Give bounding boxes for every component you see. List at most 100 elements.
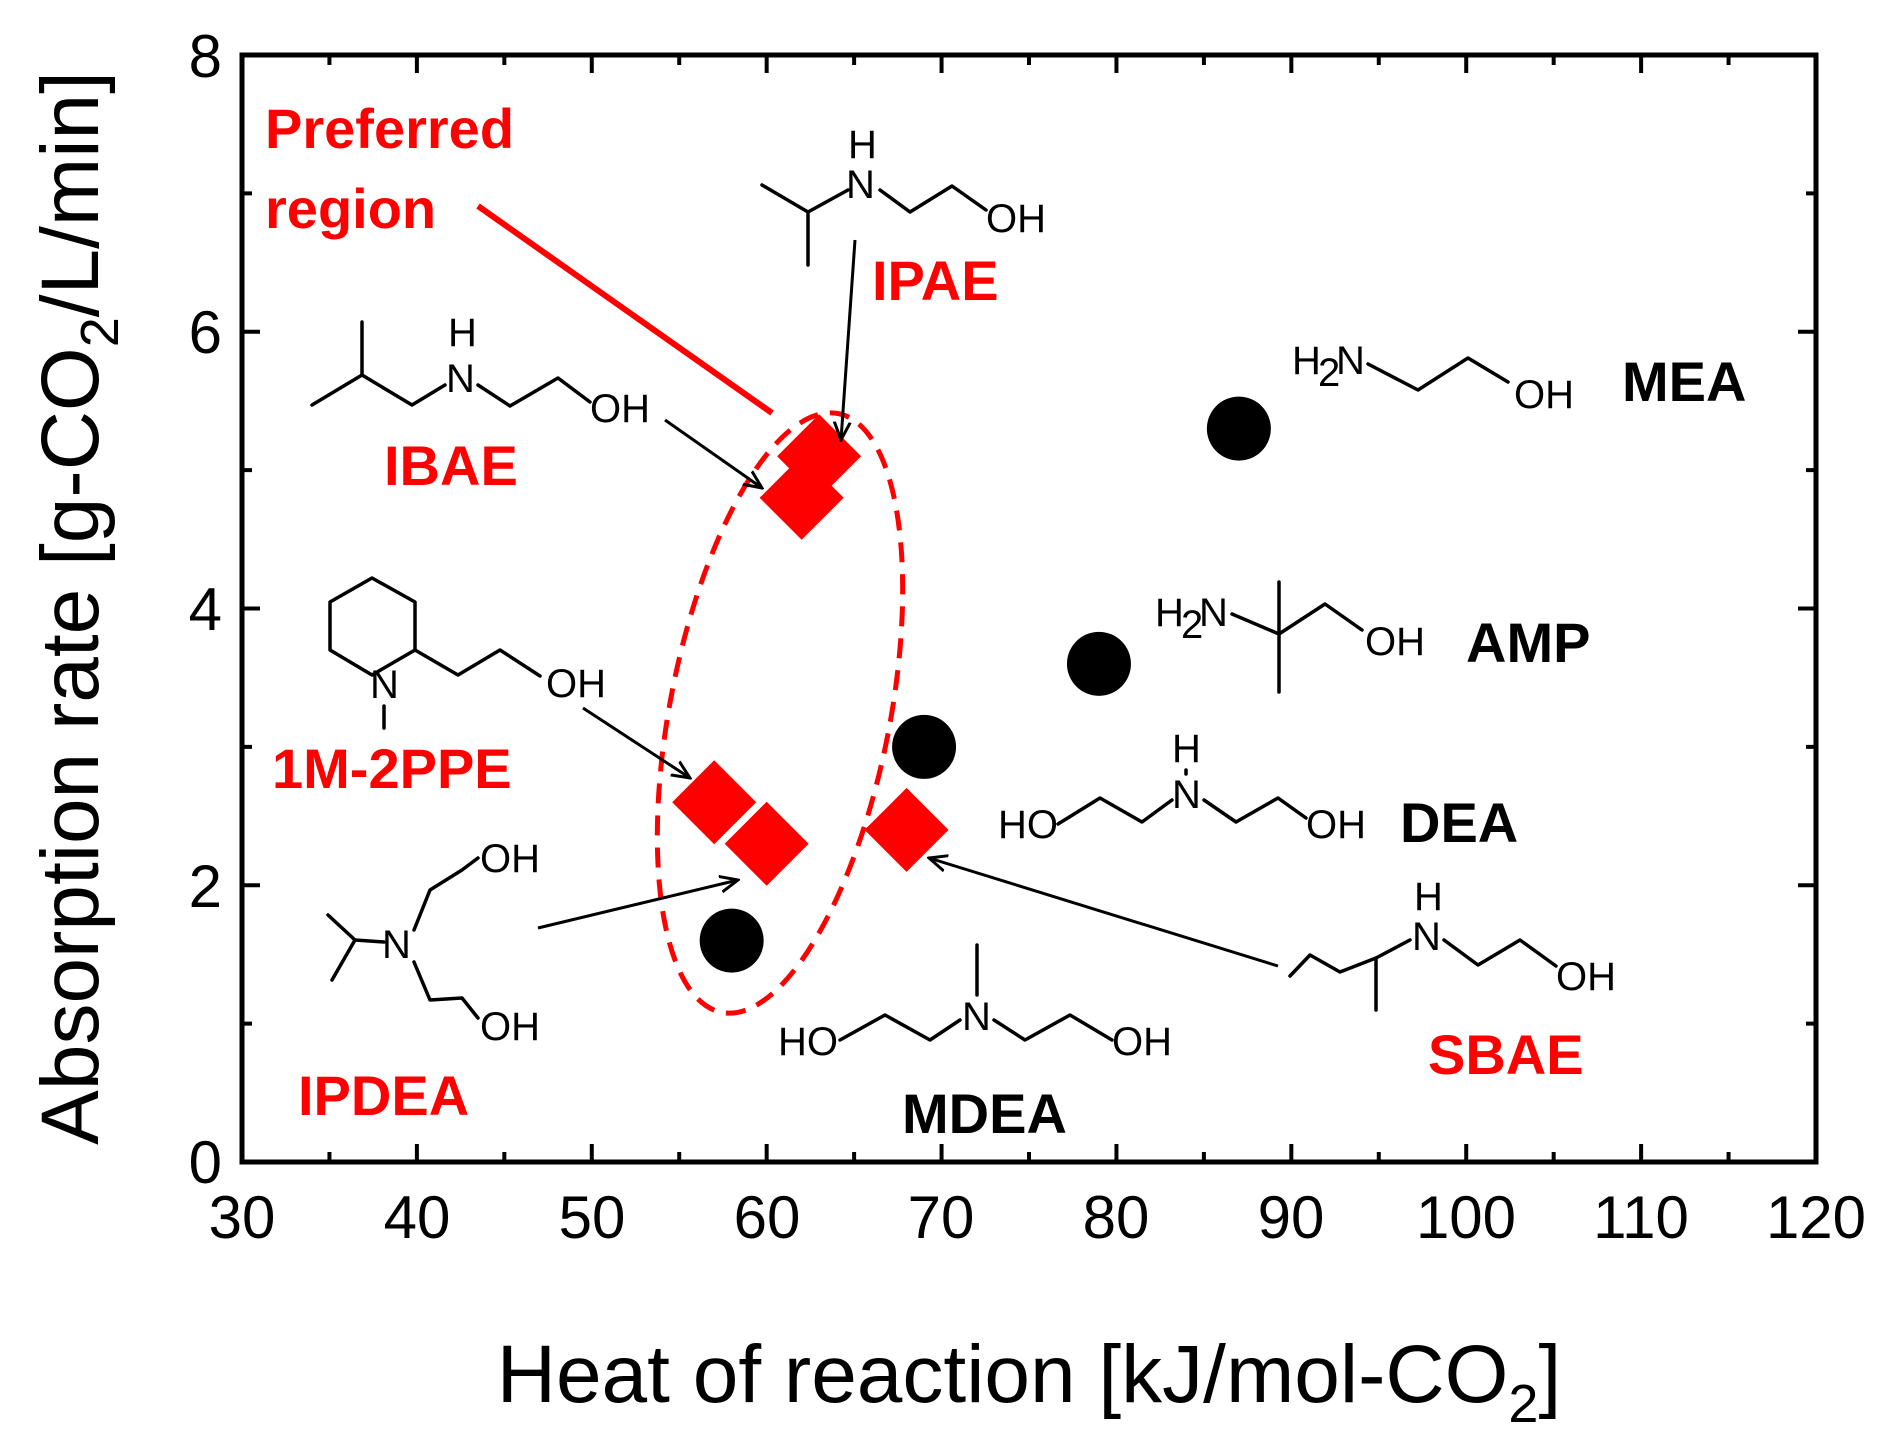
ipdea-arm-down (412, 960, 480, 1020)
ibae-oh: OH (590, 387, 650, 431)
1m-2ppe-ring (328, 576, 417, 677)
ibae-h: H (448, 311, 477, 355)
x-axis-title: Heat of reaction [kJ/mol-CO2] (497, 1329, 1562, 1434)
mea-amine-n: N (1336, 339, 1365, 383)
ipdea-methyl (330, 938, 357, 982)
ipdea-point (724, 801, 809, 886)
dea-n: N (1172, 773, 1201, 817)
x-tick-label: 50 (559, 1184, 626, 1251)
y-tick-label: 8 (189, 23, 222, 90)
structure-1m-2ppe: N OH (328, 576, 606, 730)
amp-oh: OH (1365, 620, 1425, 664)
ipae-chain (878, 184, 988, 214)
x-tick-label: 80 (1083, 1184, 1150, 1251)
ipdea-label: IPDEA (298, 1064, 469, 1127)
preferred-region: Preferred region (265, 97, 906, 1016)
y-tick-label: 0 (189, 1129, 222, 1196)
1m-2ppe-point (672, 760, 757, 845)
1m-2ppe-arrow (582, 706, 690, 778)
amp-amine-n: N (1199, 591, 1228, 635)
sbae-h: H (1414, 875, 1443, 919)
mea-point (1206, 396, 1271, 461)
1m-2ppe-oh: OH (546, 662, 606, 706)
ibae-chain-2 (476, 376, 592, 408)
ipae-h: H (848, 123, 877, 167)
preferred-region-ellipse (654, 410, 906, 1016)
x-tick-label: 30 (209, 1184, 276, 1251)
ipdea-isopropyl (326, 913, 386, 944)
structure-dea: HO N H OH (998, 727, 1366, 847)
preferred-region-label-line2: region (265, 177, 436, 240)
dea-point (892, 714, 957, 779)
ipdea-arm-up (412, 856, 480, 932)
y-tick-labels: 0 2 4 6 8 (189, 23, 222, 1196)
mdea-chain-right (992, 1013, 1114, 1042)
mea-amine-sub: 2 (1318, 351, 1340, 395)
amp-amine-h: H (1155, 591, 1184, 635)
ipdea-arrow (537, 880, 738, 930)
axis-ticks (240, 53, 1818, 1164)
amp-amine-sub: 2 (1181, 603, 1203, 647)
structure-ipae: N H OH (760, 123, 1046, 267)
ipdea-oh-top: OH (480, 837, 540, 881)
mea-label: MEA (1622, 350, 1746, 413)
mdea-chain-left (838, 1013, 962, 1042)
preferred-region-pointer (476, 203, 774, 416)
mea-oh: OH (1514, 373, 1574, 417)
sbae-label: SBAE (1428, 1023, 1584, 1086)
mea-chain (1366, 356, 1510, 392)
mdea-point (699, 908, 764, 973)
sbae-chain-2 (1442, 938, 1558, 968)
x-tick-label: 40 (384, 1184, 451, 1251)
x-tick-label: 110 (1593, 1184, 1689, 1251)
structure-sbae: N H OH (1288, 875, 1616, 1012)
mdea-label: MDEA (902, 1082, 1067, 1145)
structure-amp: H 2 N OH (1155, 580, 1425, 694)
y-tick-label: 4 (189, 576, 222, 643)
mea-amine-h: H (1292, 339, 1321, 383)
1m-2ppe-chain (413, 648, 542, 678)
y-tick-label: 2 (189, 853, 222, 920)
preferred-region-label-line1: Preferred (265, 97, 514, 160)
ibae-point (759, 455, 844, 540)
structure-ipdea: N OH OH (326, 837, 540, 1049)
amp-label: AMP (1466, 611, 1590, 674)
dea-label: DEA (1400, 791, 1518, 854)
amp-bond-1 (1230, 612, 1281, 636)
structure-mdea: HO N OH (778, 943, 1172, 1064)
y-tick-label: 6 (189, 299, 222, 366)
dea-ho: HO (998, 803, 1058, 847)
x-tick-label: 120 (1766, 1184, 1866, 1251)
amp-point (1066, 631, 1131, 696)
ipdea-n: N (382, 923, 411, 967)
1m-2ppe-n: N (370, 663, 399, 707)
data-markers (672, 396, 1271, 973)
sbae-point (864, 787, 949, 872)
ipdea-oh-bottom: OH (480, 1005, 540, 1049)
ipae-arrow (841, 239, 857, 440)
x-tick-labels: 30 40 50 60 70 80 90 100 110 120 (209, 1184, 1866, 1251)
sbae-n: N (1412, 915, 1441, 959)
arrows (537, 239, 1279, 968)
x-tick-label: 90 (1258, 1184, 1325, 1251)
x-tick-label: 100 (1416, 1184, 1516, 1251)
dea-oh: OH (1306, 803, 1366, 847)
dea-h: H (1172, 727, 1201, 771)
mdea-n: N (962, 995, 991, 1039)
sbae-oh: OH (1556, 955, 1616, 999)
sbae-arrow (929, 858, 1279, 968)
ipae-n: N (846, 163, 875, 207)
ibae-arrow (664, 418, 762, 488)
1m-2ppe-label: 1M-2PPE (272, 737, 512, 800)
dea-chain-right (1202, 796, 1308, 824)
compound-labels: MEA AMP DEA MDEA IPAE IBAE 1M-2PPE IPDEA… (272, 249, 1746, 1145)
mdea-ho: HO (778, 1020, 838, 1064)
ibae-chain-1 (310, 373, 447, 407)
ibae-n: N (446, 357, 475, 401)
ipae-oh: OH (986, 197, 1046, 241)
x-tick-label: 70 (908, 1184, 975, 1251)
structure-mea: H 2 N OH (1292, 339, 1574, 417)
amp-chain (1277, 602, 1364, 636)
mdea-oh: OH (1112, 1020, 1172, 1064)
